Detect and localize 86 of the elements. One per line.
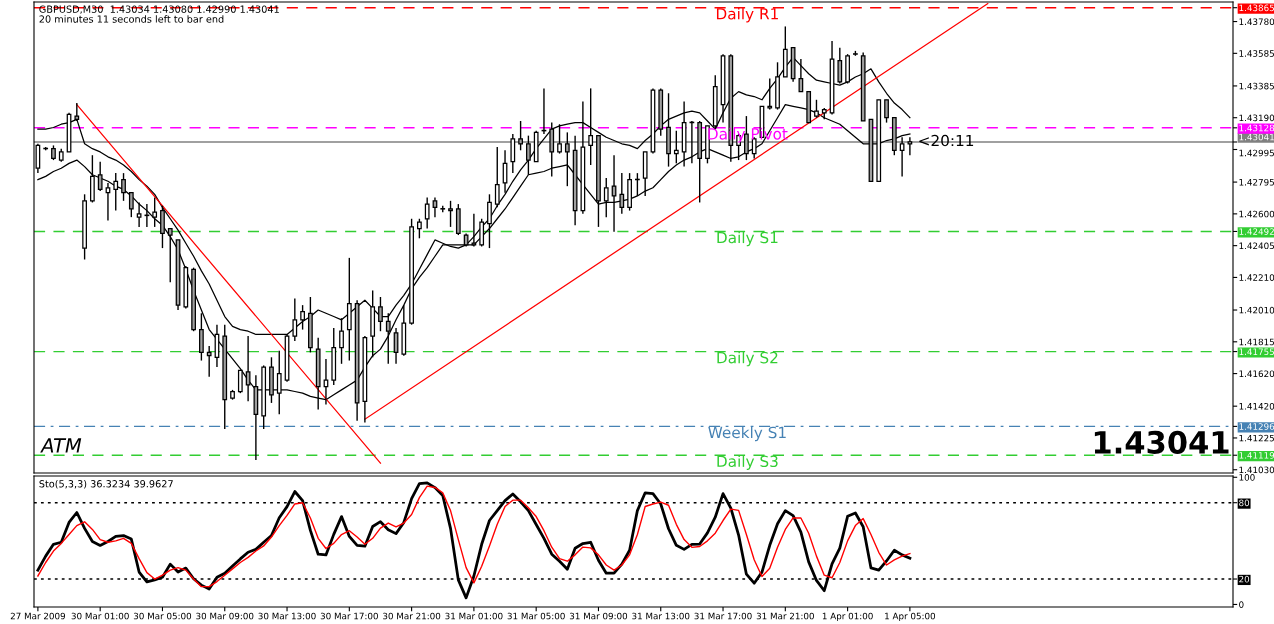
candlestick	[557, 123, 562, 155]
y-tick-label: 1.42795	[1239, 178, 1274, 186]
y-tick-label: 1.43865	[1239, 4, 1274, 12]
candlestick	[884, 99, 889, 124]
y-tick-label: 1.42010	[1239, 306, 1274, 314]
y-tick-label: 1.43190	[1239, 114, 1274, 122]
y-tick-label: 1.41225	[1239, 434, 1274, 442]
y-tick-label: 0	[1239, 601, 1244, 608]
candlestick	[300, 304, 305, 331]
candlestick	[564, 131, 570, 187]
candlestick	[487, 193, 492, 249]
candlestick	[378, 296, 383, 332]
y-tick-label: 1.41119	[1239, 452, 1274, 459]
candlestick	[899, 136, 905, 178]
candlestick	[619, 172, 625, 215]
y-tick-label: 1.41620	[1239, 370, 1274, 378]
candlestick	[603, 177, 609, 218]
candlestick	[160, 205, 165, 249]
candlestick	[97, 161, 103, 192]
candlestick	[588, 87, 594, 166]
candlestick	[448, 200, 453, 228]
y-tick-label: 1.41296	[1239, 423, 1274, 430]
y-tick-label: 20	[1239, 575, 1250, 583]
x-tick-label: 30 Mar 05:00	[133, 612, 192, 620]
x-tick-label: 30 Mar 09:00	[196, 612, 254, 620]
y-tick-label: 80	[1239, 499, 1250, 507]
y-tick-label: 1.41755	[1239, 348, 1274, 356]
candlestick	[907, 136, 913, 156]
x-tick-label: 1 Apr 05:00	[885, 612, 936, 622]
candlestick	[121, 172, 126, 202]
y-tick-label: 1.42405	[1239, 242, 1274, 250]
y-tick-label: 1.43385	[1239, 82, 1274, 90]
ref-line-label: Daily S1	[717, 231, 778, 247]
x-tick-label: 30 Mar 01:00	[71, 612, 129, 620]
y-tick-label: 1.41030	[1239, 466, 1274, 474]
candlestick	[518, 120, 523, 152]
y-tick-label: 1.41420	[1239, 403, 1274, 410]
y-tick-label: 1.42492	[1239, 228, 1274, 235]
candlestick	[128, 191, 134, 218]
y-tick-label: 1.42995	[1239, 149, 1274, 157]
candlestick	[510, 133, 516, 174]
annotation: Sto(5,3,3) 36.3234 39.9627	[39, 479, 173, 489]
candlestick	[136, 201, 142, 228]
annotation: ATM	[40, 438, 82, 453]
y-tick-label: 1.43585	[1239, 50, 1274, 57]
x-tick-label: 30 Mar 13:00	[258, 612, 316, 620]
x-tick-label: 31 Mar 13:00	[632, 612, 690, 620]
ref-line-label: Daily R1	[716, 7, 778, 23]
y-tick-label: 1.43780	[1239, 18, 1274, 26]
candlestick	[424, 196, 430, 230]
x-tick-label: 27 Mar 2009	[10, 612, 66, 620]
candlestick	[526, 134, 531, 176]
x-tick-label: 31 Mar 09:00	[569, 612, 628, 620]
candlestick	[237, 369, 243, 394]
y-tick-label: 1.42600	[1239, 210, 1274, 218]
candlestick	[206, 345, 212, 378]
y-tick-label: 1.43128	[1239, 124, 1274, 132]
y-tick-label: 1.42210	[1239, 274, 1274, 281]
x-tick-label: 31 Mar 17:00	[694, 612, 752, 620]
x-tick-label: 31 Mar 21:00	[756, 612, 814, 620]
ref-line-label: Weekly S1	[708, 426, 786, 442]
candlestick	[113, 172, 119, 212]
candlestick	[767, 77, 773, 111]
x-tick-label: 31 Mar 05:00	[507, 612, 565, 620]
ref-line-label: Daily S3	[717, 455, 778, 471]
x-tick-label: 30 Mar 17:00	[320, 612, 378, 620]
candlestick	[74, 102, 80, 122]
annotation: 1.43041	[1094, 430, 1229, 454]
candlestick	[152, 196, 158, 228]
x-tick-label: 1 Apr 01:00	[822, 612, 873, 622]
candlestick	[167, 227, 173, 284]
candlestick	[432, 196, 438, 218]
y-tick-label: 1.43041	[1239, 133, 1274, 141]
candlestick	[479, 218, 485, 248]
annotation: <20:11	[919, 134, 974, 147]
x-tick-label: 30 Mar 21:00	[383, 612, 441, 620]
y-tick-label: 100	[1239, 474, 1255, 481]
x-tick-label: 31 Mar 01:00	[445, 612, 503, 620]
candlestick	[199, 312, 204, 362]
candlestick	[494, 146, 500, 209]
candlestick	[417, 218, 422, 240]
y-tick-label: 1.41815	[1239, 338, 1274, 346]
candlestick	[549, 121, 555, 178]
candlestick	[673, 130, 679, 165]
annotation: 20 minutes 11 seconds left to bar end	[39, 15, 224, 23]
ref-line-label: Daily S2	[717, 351, 778, 367]
